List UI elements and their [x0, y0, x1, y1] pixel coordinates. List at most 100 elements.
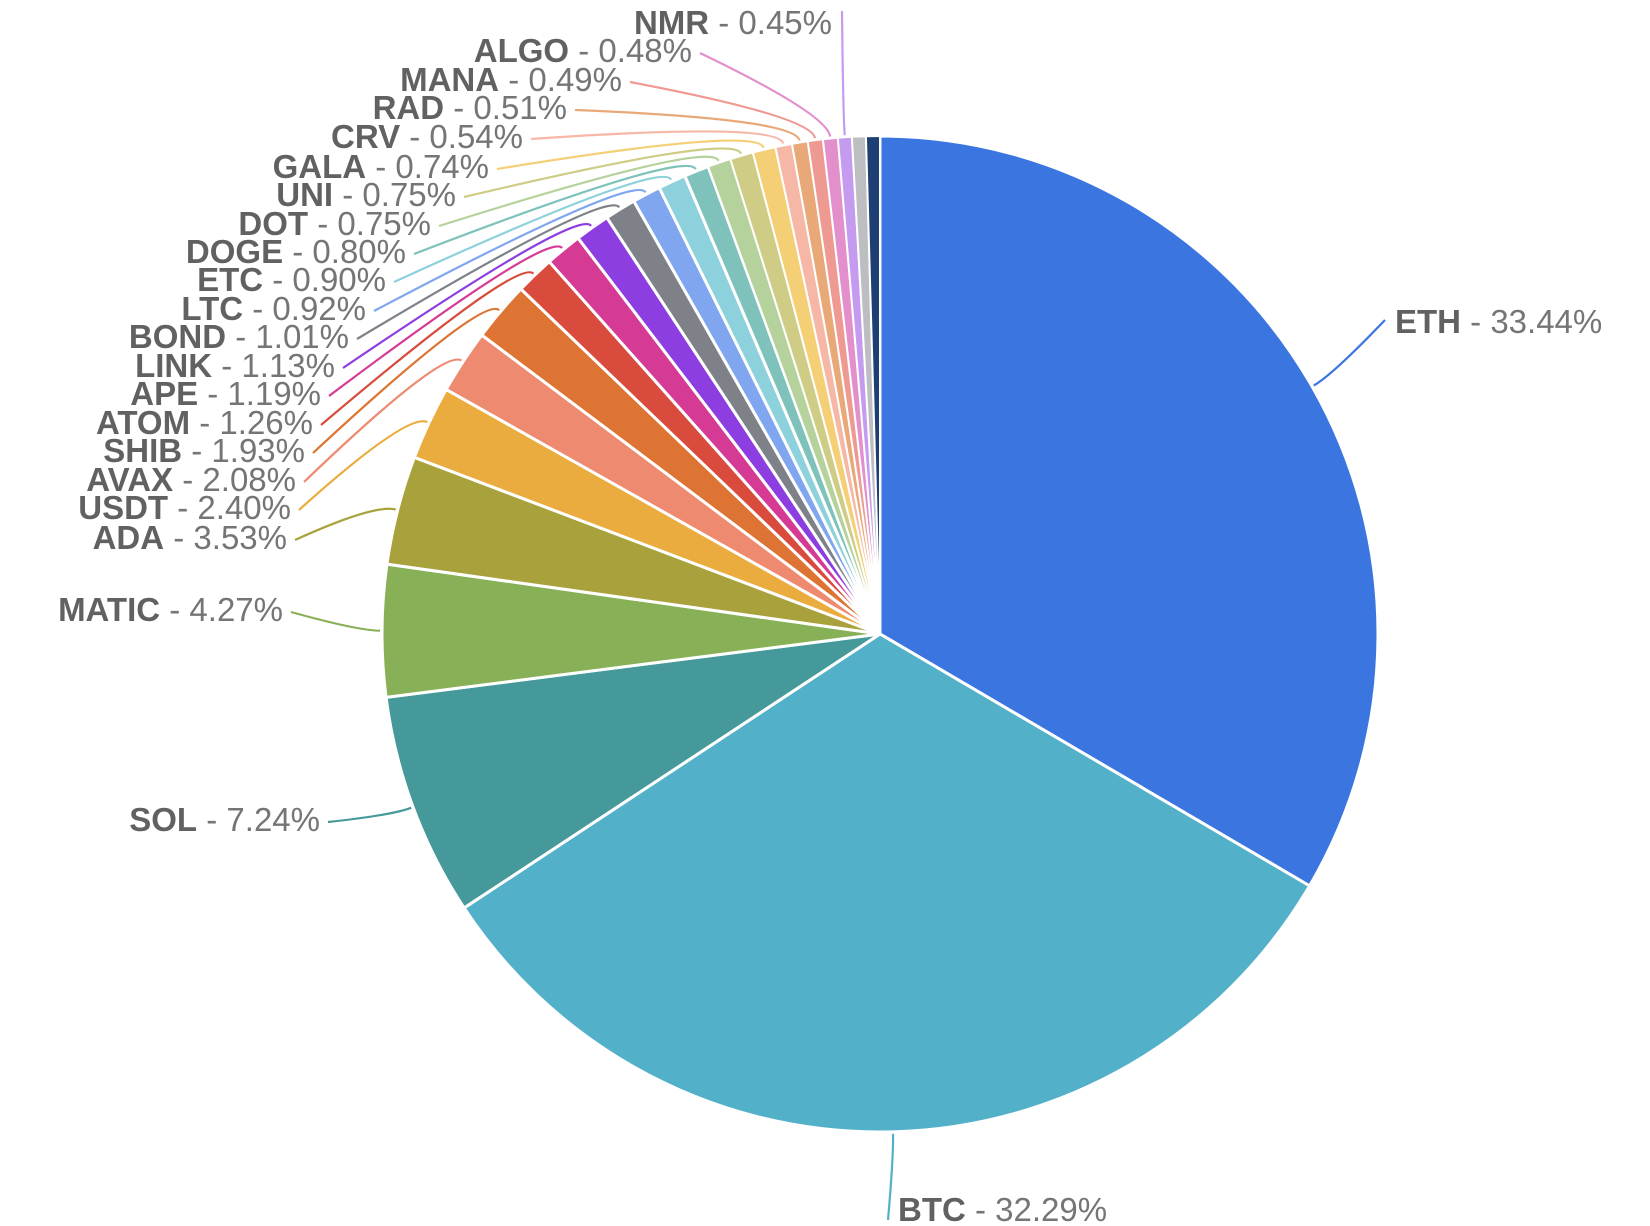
leader-line-gala [496, 139, 765, 171]
slice-label-name: NMR [634, 4, 709, 41]
slice-label-value: - 3.53% [164, 519, 287, 556]
slice-label-ada: ADA - 3.53% [93, 519, 287, 556]
leader-line-algo [699, 52, 832, 137]
leader-line-atom [320, 271, 535, 426]
slice-label-value: - 0.90% [263, 261, 386, 298]
slice-label-value: - 0.49% [499, 61, 622, 98]
slice-label-value: - 4.27% [160, 591, 283, 628]
slice-label-name: ATOM [96, 404, 190, 441]
slice-label-gala: GALA - 0.74% [273, 148, 489, 185]
slice-label-value: - 2.40% [168, 489, 291, 526]
slice-label-name: RAD [373, 89, 445, 126]
slice-label-value: - 1.19% [198, 375, 321, 412]
leader-line-shib [312, 307, 500, 454]
slice-label-shib: SHIB - 1.93% [103, 432, 305, 469]
slice-label-name: MATIC [58, 591, 160, 628]
slice-label-doge: DOGE - 0.80% [186, 233, 406, 270]
leader-line-usdt [298, 420, 428, 511]
slice-label-value: - 1.93% [182, 432, 305, 469]
slice-label-avax: AVAX - 2.08% [86, 461, 296, 498]
slice-label-name: UNI [276, 176, 333, 213]
slice-label-value: - 0.75% [333, 176, 456, 213]
slice-label-name: DOT [238, 205, 308, 242]
slice-label-sol: SOL - 7.24% [129, 801, 320, 838]
leader-line-ada [294, 507, 396, 542]
pie-slice-eth [878, 134, 1380, 888]
leader-line-etc [393, 175, 673, 284]
slice-label-name: ALGO [474, 32, 569, 69]
leader-line-link [342, 223, 592, 369]
slice-label-etc: ETC - 0.90% [197, 261, 386, 298]
pie-slice-btc [462, 632, 1312, 1134]
slice-label-name: LINK [135, 347, 212, 384]
leader-line-dot [438, 155, 720, 228]
slice-label-value: - 0.75% [308, 205, 431, 242]
slice-label-ape: APE - 1.19% [130, 375, 321, 412]
slice-label-name: DOGE [186, 233, 283, 270]
slice-label-name: APE [130, 375, 198, 412]
slice-label-mana: MANA - 0.49% [400, 61, 622, 98]
leader-line-matic [290, 610, 381, 632]
slice-label-name: ADA [93, 519, 165, 556]
slice-label-nmr: NMR - 0.45% [634, 4, 832, 41]
slice-label-value: - 1.01% [226, 318, 349, 355]
leader-line-crv [530, 130, 785, 144]
leader-line-avax [303, 358, 462, 483]
slice-label-atom: ATOM - 1.26% [96, 404, 313, 441]
slice-label-name: LTC [181, 290, 243, 327]
leader-line-doge [413, 164, 697, 256]
slice-label-value: - 33.44% [1461, 303, 1602, 340]
leader-line-sol [327, 806, 412, 824]
slice-label-rad: RAD - 0.51% [373, 89, 567, 126]
slice-label-link: LINK - 1.13% [135, 347, 335, 384]
slice-label-uni: UNI - 0.75% [276, 176, 456, 213]
slice-label-name: BTC [898, 1191, 966, 1226]
pie-slice-unlabeled-24 [864, 135, 881, 635]
leader-line-uni [463, 147, 743, 199]
slice-label-name: ETC [197, 261, 263, 298]
slice-label-value: - 0.51% [444, 89, 567, 126]
slice-label-name: CRV [331, 118, 400, 155]
slice-label-value: - 0.48% [569, 32, 692, 69]
pie-slices [380, 134, 1380, 1134]
slice-label-value: - 0.54% [400, 118, 523, 155]
slice-label-name: ETH [1395, 303, 1461, 340]
slice-label-btc: BTC - 32.29% [898, 1191, 1107, 1226]
slice-label-dot: DOT - 0.75% [238, 205, 431, 242]
slice-label-name: GALA [273, 148, 367, 185]
slice-label-name: USDT [78, 489, 168, 526]
slice-label-eth: ETH - 33.44% [1395, 303, 1602, 340]
slice-label-value: - 0.45% [709, 4, 832, 41]
slice-label-value: - 1.13% [212, 347, 335, 384]
slice-label-matic: MATIC - 4.27% [58, 591, 283, 628]
slice-label-algo: ALGO - 0.48% [474, 32, 692, 69]
slice-label-bond: BOND - 1.01% [129, 318, 349, 355]
slice-label-value: - 0.74% [366, 148, 489, 185]
slice-label-ltc: LTC - 0.92% [181, 290, 366, 327]
pie-slice-sol [384, 632, 882, 910]
leader-line-nmr [840, 10, 846, 136]
leader-line-eth [1313, 319, 1386, 387]
slice-label-value: - 32.29% [966, 1191, 1107, 1226]
leader-line-rad [574, 108, 801, 141]
slice-label-name: MANA [400, 61, 499, 98]
label-leader-lines [290, 10, 1386, 1221]
leader-line-bond [356, 204, 621, 340]
slice-label-value: - 0.92% [243, 290, 366, 327]
leader-line-ltc [373, 188, 647, 312]
slice-labels: ETH - 33.44% BTC - 32.29% SOL - 7.24% MATIC… [58, 4, 1602, 1226]
slice-label-crv: CRV - 0.54% [331, 118, 523, 155]
slice-label-name: SHIB [103, 432, 182, 469]
slice-label-value: - 1.26% [190, 404, 313, 441]
slice-label-value: - 0.80% [283, 233, 406, 270]
slice-label-value: - 7.24% [197, 801, 320, 838]
slice-label-name: SOL [129, 801, 197, 838]
leader-line-ape [328, 245, 563, 397]
leader-line-mana [629, 80, 817, 139]
slice-label-usdt: USDT - 2.40% [78, 489, 291, 526]
slice-label-name: BOND [129, 318, 226, 355]
slice-label-name: AVAX [86, 461, 173, 498]
slice-label-value: - 2.08% [173, 461, 296, 498]
leader-line-btc [886, 1133, 895, 1221]
